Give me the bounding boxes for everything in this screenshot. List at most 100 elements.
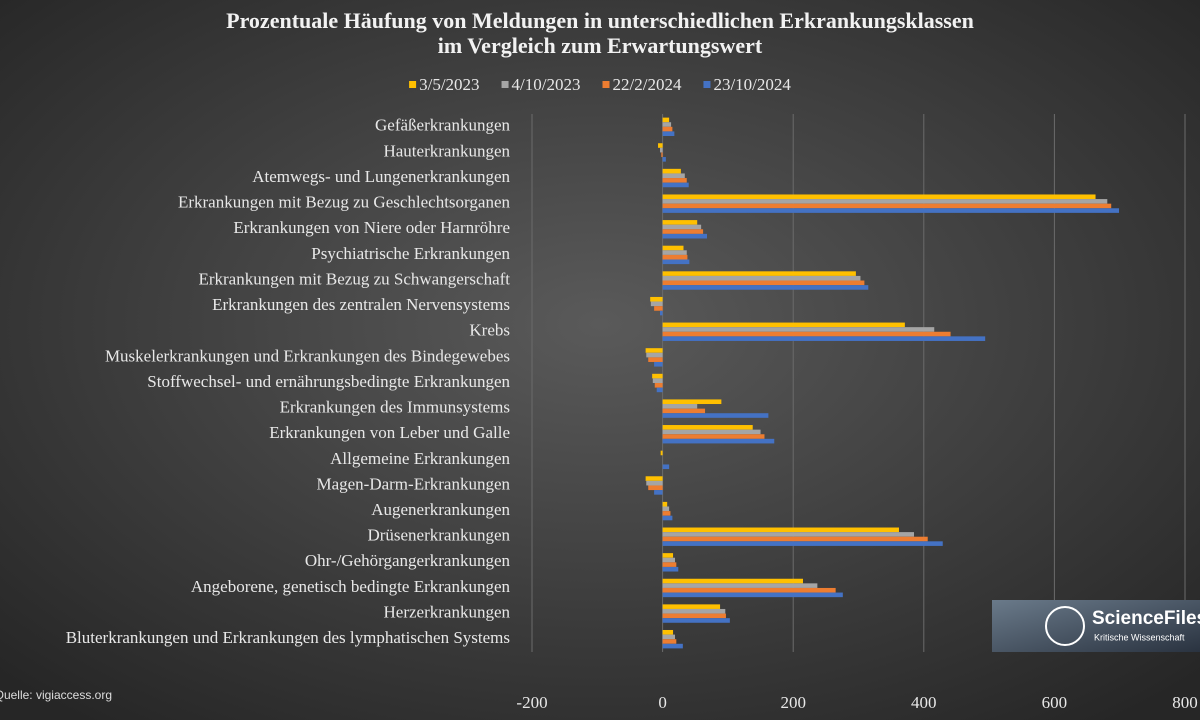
bar xyxy=(662,322,905,328)
bar xyxy=(645,348,663,353)
y-tick-label: Erkrankungen des Immunsystems xyxy=(280,398,510,417)
bar xyxy=(662,629,674,635)
bar xyxy=(662,224,702,230)
legend-item: 22/2/2024 xyxy=(602,75,682,94)
bar xyxy=(662,199,1108,204)
y-tick-label: Erkrankungen mit Bezug zu Schwangerschaf… xyxy=(198,269,510,288)
bar xyxy=(662,501,668,507)
bar xyxy=(662,250,687,255)
y-tick-label: Magen-Darm-Erkrankungen xyxy=(316,474,510,493)
bar xyxy=(662,639,677,644)
y-tick-label: Augenerkrankungen xyxy=(371,500,510,519)
bar xyxy=(662,438,775,444)
bar xyxy=(662,275,861,281)
bar xyxy=(654,383,663,388)
legend-label: 22/2/2024 xyxy=(613,75,682,94)
x-tick-label: 400 xyxy=(911,693,937,712)
bar xyxy=(662,233,708,239)
bar xyxy=(662,182,689,188)
watermark-box xyxy=(992,600,1200,652)
y-tick-label: Stoffwechsel- und ernährungsbedingte Erk… xyxy=(147,372,510,391)
bar xyxy=(659,310,663,316)
bar xyxy=(662,587,836,593)
bar xyxy=(662,536,928,542)
bar xyxy=(662,229,704,234)
y-tick-label: Erkrankungen von Leber und Galle xyxy=(269,423,510,442)
y-tick-label: Gefäßerkrankungen xyxy=(375,116,510,135)
bar xyxy=(662,429,761,435)
bar xyxy=(661,152,663,158)
y-tick-label: Drüsenerkrankungen xyxy=(367,526,510,545)
bar xyxy=(648,357,663,362)
bar xyxy=(652,378,663,383)
legend-item: 3/5/2023 xyxy=(409,75,480,94)
bar xyxy=(662,511,671,516)
bar xyxy=(662,506,670,512)
bar xyxy=(662,259,690,265)
bar xyxy=(662,203,1112,209)
bar xyxy=(662,285,869,290)
bar xyxy=(662,532,915,537)
bar xyxy=(662,178,687,183)
bar xyxy=(662,515,673,521)
bar xyxy=(662,566,679,572)
bar xyxy=(662,122,672,127)
y-tick-label: Allgemeine Erkrankungen xyxy=(330,449,510,468)
bar xyxy=(662,399,722,405)
bar xyxy=(662,331,951,337)
bar xyxy=(662,404,698,409)
bar xyxy=(662,527,899,533)
legend-item: 4/10/2023 xyxy=(501,75,581,94)
bar xyxy=(662,157,666,162)
bar xyxy=(659,147,663,153)
bar xyxy=(646,352,663,358)
bar xyxy=(662,245,684,251)
y-tick-label: Bluterkrankungen und Erkrankungen des ly… xyxy=(66,628,510,647)
y-tick-label: Erkrankungen mit Bezug zu Geschlechtsorg… xyxy=(178,193,511,212)
watermark-subtitle: Kritische Wissenschaft xyxy=(1094,632,1185,642)
x-tick-label: -200 xyxy=(516,693,547,712)
bar xyxy=(662,254,688,260)
bar xyxy=(662,643,683,649)
y-tick-label: Erkrankungen des zentralen Nervensystems xyxy=(212,295,510,314)
bar xyxy=(662,583,818,588)
bar xyxy=(662,408,706,414)
legend-item: 23/10/2024 xyxy=(703,75,791,94)
bar xyxy=(662,271,856,276)
legend-swatch xyxy=(602,81,610,88)
source: Quelle: vigiaccess.org xyxy=(0,688,112,702)
bar xyxy=(662,126,673,132)
bar xyxy=(662,280,865,286)
x-tick-label: 200 xyxy=(780,693,806,712)
bar xyxy=(662,592,843,598)
x-tick-label: 600 xyxy=(1042,693,1068,712)
bar xyxy=(662,117,670,123)
watermark-title: ScienceFiles xyxy=(1092,608,1200,629)
bar xyxy=(662,618,730,623)
bar xyxy=(662,553,674,558)
bar xyxy=(662,131,675,137)
bar xyxy=(662,578,803,584)
bar xyxy=(650,296,663,302)
y-tick-label: Erkrankungen von Niere oder Harnröhre xyxy=(233,218,510,237)
x-tick-label: 800 xyxy=(1172,693,1198,712)
bar xyxy=(658,143,663,148)
bar xyxy=(662,608,726,614)
bar xyxy=(662,336,986,341)
bar xyxy=(650,301,663,307)
bar xyxy=(662,425,753,430)
legend-swatch xyxy=(703,81,711,88)
bar xyxy=(662,434,765,439)
bar xyxy=(654,361,663,367)
bar xyxy=(662,220,698,225)
bar xyxy=(652,373,663,379)
watermark-icon xyxy=(1045,606,1085,646)
bar xyxy=(662,173,685,179)
bar xyxy=(662,541,943,546)
legend-swatch xyxy=(501,81,509,88)
bar xyxy=(662,613,726,619)
legend-label: 3/5/2023 xyxy=(419,75,479,94)
bar xyxy=(662,557,676,563)
bar xyxy=(654,490,663,495)
